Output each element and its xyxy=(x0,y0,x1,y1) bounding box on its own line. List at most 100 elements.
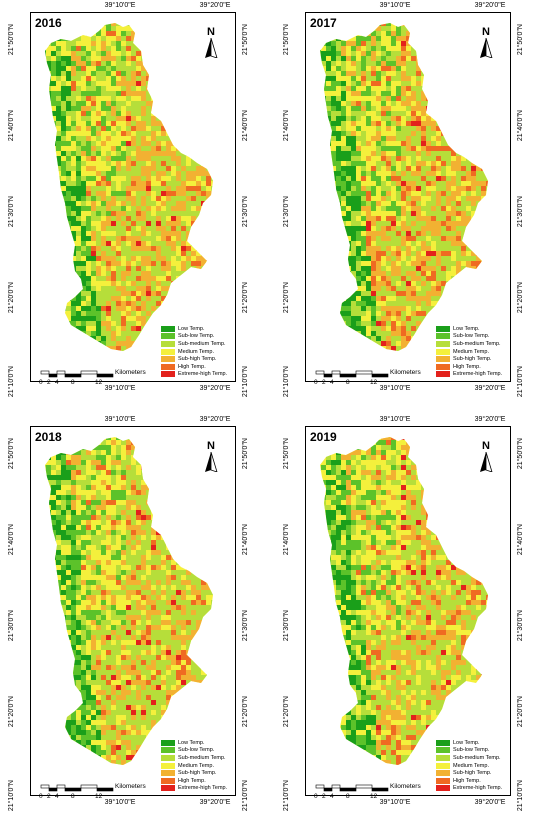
right-latitude-tick: 21°20'0"N xyxy=(517,696,524,728)
left-latitude-tick: 21°30'0"N xyxy=(283,610,290,642)
north-arrow-icon xyxy=(480,451,493,473)
legend-item: Extreme-high Temp. xyxy=(436,785,510,793)
legend-item: Sub-medium Temp. xyxy=(161,754,235,762)
left-latitude-tick: 21°40'0"N xyxy=(8,524,15,556)
temperature-patches xyxy=(320,23,488,351)
north-arrow-icon xyxy=(480,37,493,59)
left-latitude-tick: 21°50'0"N xyxy=(283,24,290,56)
map-frame: 2017 N Low Temp. Sub-low Temp. Sub-medium Te… xyxy=(305,12,511,386)
temperature-legend: Low Temp. Sub-low Temp. Sub-medium Temp. Me… xyxy=(161,739,235,792)
right-latitude-tick: 21°40'0"N xyxy=(517,524,524,556)
legend-item: Sub-medium Temp. xyxy=(161,340,235,348)
scale-bar-unit: Kilometers xyxy=(390,369,421,376)
north-label: N xyxy=(482,440,490,452)
legend-swatch xyxy=(436,333,450,340)
top-longitude-tick: 39°20'0"E xyxy=(199,416,231,423)
top-longitude-tick: 39°20'0"E xyxy=(474,416,506,423)
map-frame: 2018 N Low Temp. Sub-low Temp. Sub-medium Te… xyxy=(30,426,236,800)
left-latitude-tick: 21°40'0"N xyxy=(283,524,290,556)
right-latitude-tick: 21°30'0"N xyxy=(242,196,249,228)
legend-label: Sub-low Temp. xyxy=(453,333,490,340)
scale-bar: 0 2 4 8 12 Kilometers xyxy=(314,783,424,805)
legend-swatch xyxy=(161,739,175,746)
scale-bar-label: 12 xyxy=(95,379,103,386)
legend-swatch xyxy=(161,754,175,761)
legend-label: Medium Temp. xyxy=(178,348,214,355)
scale-bar-label: 8 xyxy=(346,379,350,386)
legend-label: Low Temp. xyxy=(453,325,480,332)
left-latitude-tick: 21°30'0"N xyxy=(8,196,15,228)
scale-bar: 0 2 4 8 12 Kilometers xyxy=(39,369,149,391)
scale-bar-label: 12 xyxy=(370,379,378,386)
right-latitude-tick: 21°50'0"N xyxy=(242,438,249,470)
left-latitude-tick: 21°30'0"N xyxy=(283,196,290,228)
legend-item: Extreme-high Temp. xyxy=(161,371,235,379)
legend-item: High Temp. xyxy=(436,777,510,785)
legend-swatch xyxy=(436,363,450,370)
north-arrow: N xyxy=(476,441,496,477)
left-latitude-tick: 21°20'0"N xyxy=(283,282,290,314)
temperature-map xyxy=(320,437,488,765)
bottom-longitude-tick: 39°20'0"E xyxy=(199,799,231,806)
legend-swatch xyxy=(161,340,175,347)
bottom-longitude-tick: 39°20'0"E xyxy=(474,385,506,392)
map-frame: 2019 N Low Temp. Sub-low Temp. Sub-medium Te… xyxy=(305,426,511,800)
legend-item: High Temp. xyxy=(161,777,235,785)
temperature-map xyxy=(45,23,213,351)
scale-bar: 0 2 4 8 12 Kilometers xyxy=(39,783,149,805)
bottom-longitude-tick: 39°20'0"E xyxy=(199,385,231,392)
legend-label: Extreme-high Temp. xyxy=(178,371,228,378)
scale-bar-label: 4 xyxy=(330,793,334,800)
left-latitude-tick: 21°50'0"N xyxy=(8,24,15,56)
north-arrow: N xyxy=(201,441,221,477)
temperature-legend: Low Temp. Sub-low Temp. Sub-medium Temp. Me… xyxy=(436,739,510,792)
right-latitude-tick: 21°10'0"N xyxy=(517,366,524,398)
scale-bar-label: 2 xyxy=(47,379,51,386)
bottom-longitude-tick: 39°20'0"E xyxy=(474,799,506,806)
scale-bar-label: 2 xyxy=(322,793,326,800)
year-label: 2016 xyxy=(35,16,62,30)
legend-label: High Temp. xyxy=(178,777,206,784)
bottom-longitude-tick: 39°10'0"E xyxy=(104,385,136,392)
scale-bar-graphic xyxy=(40,784,114,792)
scale-bar-label: 12 xyxy=(95,793,103,800)
legend-label: Sub-low Temp. xyxy=(178,333,215,340)
scale-bar-unit: Kilometers xyxy=(390,783,421,790)
temperature-legend: Low Temp. Sub-low Temp. Sub-medium Temp. Me… xyxy=(436,325,510,378)
legend-swatch xyxy=(161,785,175,792)
scale-bar-graphic xyxy=(315,370,389,378)
scale-bar-label: 0 xyxy=(39,379,43,386)
map-panel-2019: 39°10'0"E 39°20'0"E 39°10'0"E 39°20'0"E 21°5… xyxy=(275,414,550,828)
legend-swatch xyxy=(436,739,450,746)
left-latitude-tick: 21°10'0"N xyxy=(283,366,290,398)
scale-bar-label: 8 xyxy=(71,379,75,386)
legend-label: Sub-high Temp. xyxy=(453,770,492,777)
right-latitude-tick: 21°20'0"N xyxy=(242,282,249,314)
legend-swatch xyxy=(161,348,175,355)
legend-item: Sub-low Temp. xyxy=(161,333,235,341)
right-latitude-tick: 21°50'0"N xyxy=(517,438,524,470)
legend-label: Sub-low Temp. xyxy=(178,747,215,754)
right-latitude-tick: 21°50'0"N xyxy=(242,24,249,56)
scale-bar-unit: Kilometers xyxy=(115,369,146,376)
north-label: N xyxy=(207,440,215,452)
top-longitude-tick: 39°20'0"E xyxy=(474,2,506,9)
scale-bar-label: 0 xyxy=(314,379,318,386)
temperature-map xyxy=(45,437,213,765)
legend-label: Medium Temp. xyxy=(453,348,489,355)
left-latitude-tick: 21°10'0"N xyxy=(8,780,15,812)
right-latitude-tick: 21°10'0"N xyxy=(242,780,249,812)
legend-label: High Temp. xyxy=(453,777,481,784)
legend-label: Low Temp. xyxy=(453,739,480,746)
left-latitude-tick: 21°20'0"N xyxy=(8,282,15,314)
legend-label: High Temp. xyxy=(178,363,206,370)
legend-label: Sub-medium Temp. xyxy=(453,754,501,761)
legend-swatch xyxy=(436,325,450,332)
legend-item: Extreme-high Temp. xyxy=(161,785,235,793)
right-latitude-tick: 21°30'0"N xyxy=(517,196,524,228)
right-latitude-tick: 21°10'0"N xyxy=(517,780,524,812)
scale-bar-label: 8 xyxy=(71,793,75,800)
scale-bar-graphic xyxy=(40,370,114,378)
legend-swatch xyxy=(161,325,175,332)
scale-bar-label: 2 xyxy=(47,793,51,800)
